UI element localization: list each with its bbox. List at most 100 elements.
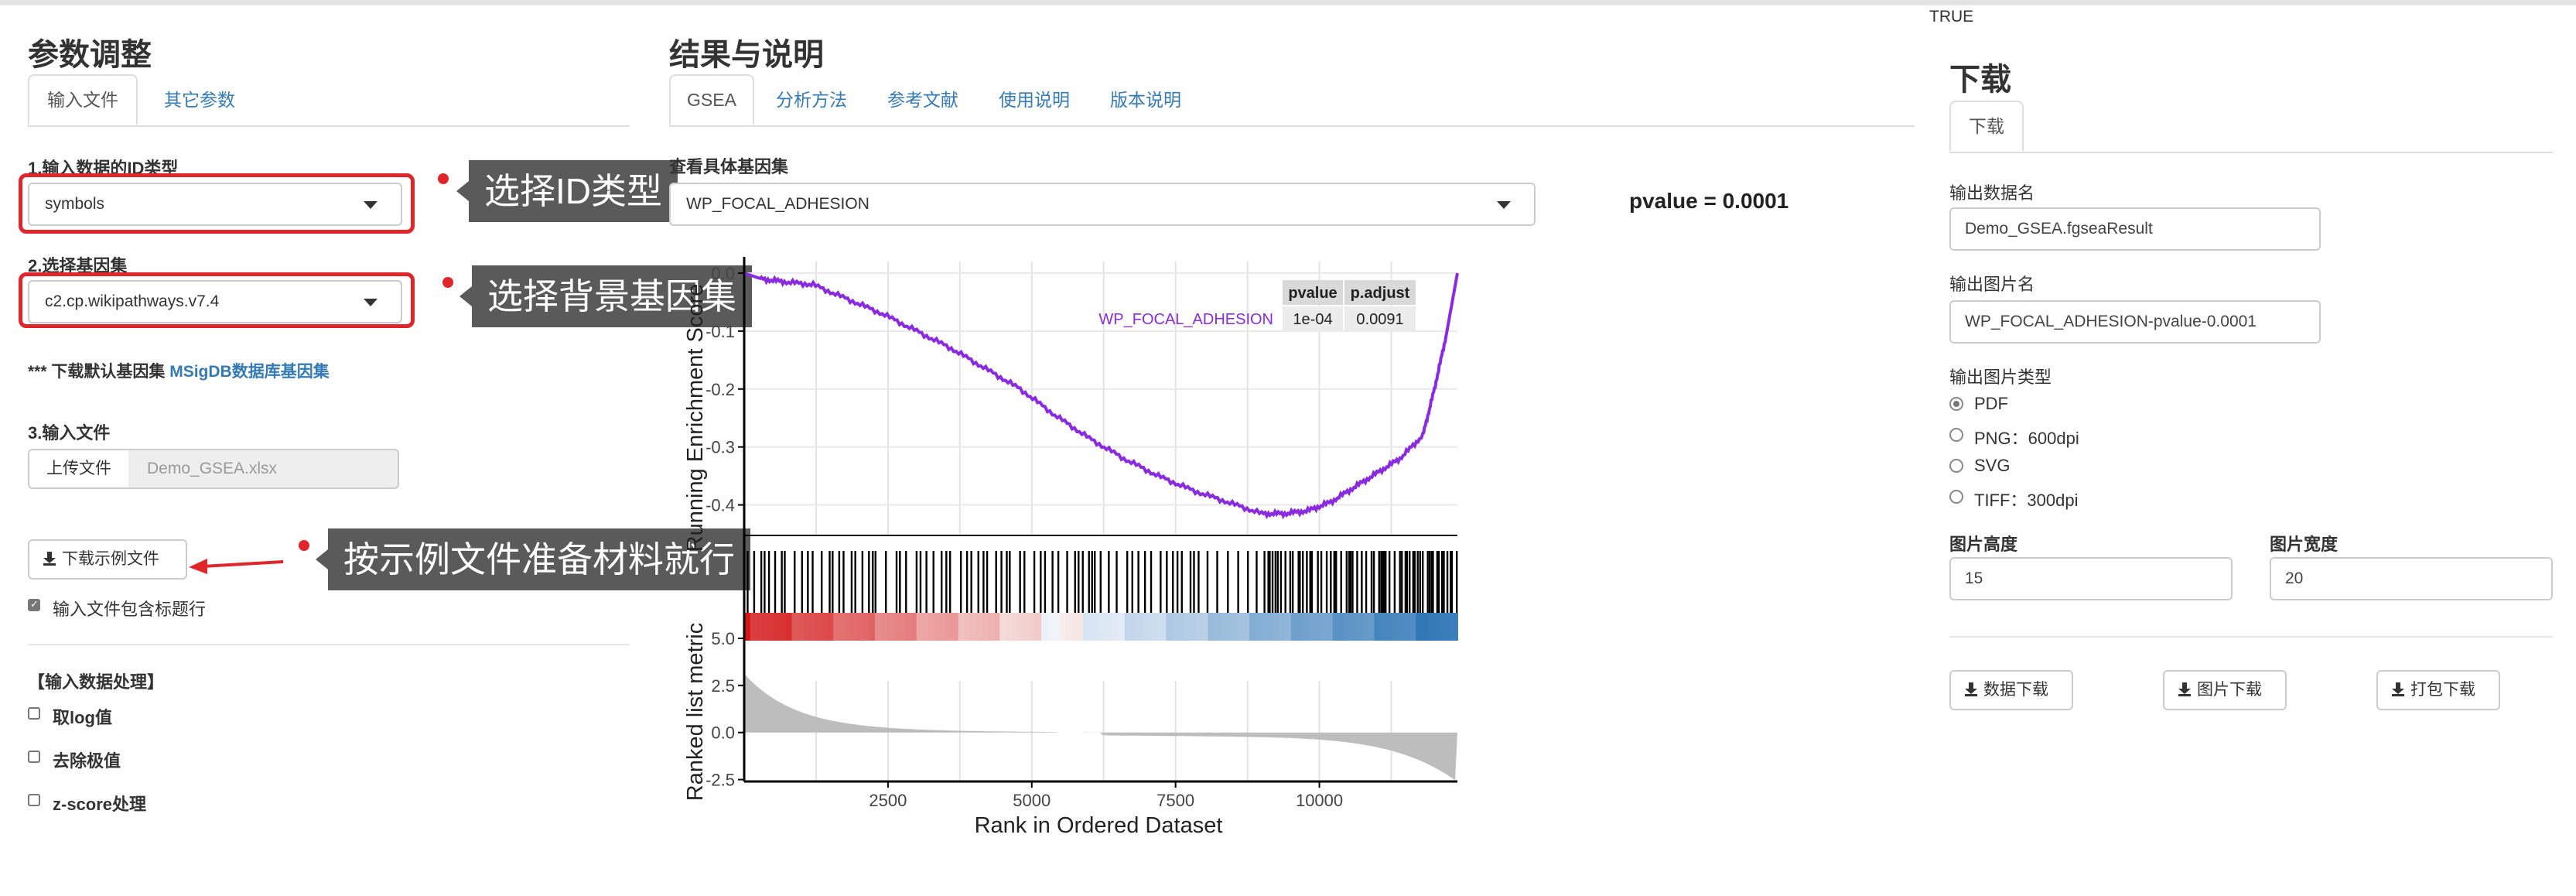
tab-references[interactable]: 参考文献 bbox=[887, 90, 958, 110]
gene-set-label: 2.选择基因集 bbox=[28, 256, 128, 275]
radio-svg[interactable] bbox=[1949, 459, 1963, 473]
tab-usage[interactable]: 使用说明 bbox=[999, 90, 1070, 110]
color-bar-segment bbox=[863, 613, 870, 641]
processing-title: 【输入数据处理】 bbox=[28, 672, 165, 692]
table-header-cell bbox=[1344, 280, 1416, 305]
zscore-checkbox[interactable] bbox=[28, 794, 40, 806]
color-bar-segment bbox=[993, 613, 1001, 641]
image-width-input[interactable]: 20 bbox=[2270, 557, 2553, 600]
annotation-dot bbox=[299, 540, 309, 551]
color-bar-segment bbox=[1279, 613, 1286, 641]
color-bar-segment bbox=[951, 613, 959, 641]
data-name-input[interactable]: Demo_GSEA.fgseaResult bbox=[1949, 207, 2321, 251]
download-example-button[interactable]: 下载示例文件 bbox=[28, 539, 187, 580]
table-cell bbox=[1344, 306, 1416, 331]
color-bar-segment bbox=[1338, 613, 1346, 641]
gene-set-view-value: WP_FOCAL_ADHESION bbox=[686, 195, 869, 213]
msigdb-link[interactable]: MSigDB数据库基因集 bbox=[169, 363, 330, 381]
color-bar-segment bbox=[898, 613, 906, 641]
color-bar-segment bbox=[1035, 613, 1043, 641]
tab-gsea[interactable]: GSEA bbox=[669, 74, 754, 125]
color-bar-segment bbox=[1344, 613, 1351, 641]
color-bar-segment bbox=[762, 613, 769, 641]
color-bar-segment bbox=[1130, 613, 1138, 641]
color-bar-segment bbox=[785, 613, 793, 641]
radio-tiff[interactable] bbox=[1949, 490, 1963, 504]
color-bar-segment bbox=[975, 613, 983, 641]
color-bar-segment bbox=[839, 613, 846, 641]
image-download-button[interactable]: 图片下载 bbox=[2163, 670, 2287, 710]
gene-set-select[interactable]: c2.cp.wikipathways.v7.4 bbox=[28, 280, 402, 323]
image-height-label: 图片高度 bbox=[1949, 535, 2018, 554]
header-row-checkbox[interactable] bbox=[28, 598, 40, 611]
package-download-button[interactable]: 打包下载 bbox=[2376, 670, 2500, 710]
download-icon bbox=[2178, 682, 2191, 696]
color-bar-segment bbox=[1385, 613, 1393, 641]
tab-other-params[interactable]: 其它参数 bbox=[164, 90, 235, 110]
radio-svg-label: SVG bbox=[1974, 456, 2011, 475]
color-bar-segment bbox=[869, 613, 876, 641]
color-bar-segment bbox=[833, 613, 840, 641]
color-bar-segment bbox=[1029, 613, 1037, 641]
tab-input-file[interactable]: 输入文件 bbox=[28, 74, 138, 125]
chevron-down-icon bbox=[364, 299, 378, 306]
color-bar-segment bbox=[1154, 613, 1161, 641]
tab-version[interactable]: 版本说明 bbox=[1110, 90, 1181, 110]
radio-pdf-label: PDF bbox=[1974, 394, 2008, 413]
header-row-checkbox-label: 输入文件包含标题行 bbox=[53, 600, 207, 619]
table-padjust-value: 0.0091 bbox=[1356, 311, 1403, 328]
color-bar-segment bbox=[887, 613, 894, 641]
color-bar-segment bbox=[1261, 613, 1269, 641]
file-upload-group: 上传文件 Demo_GSEA.xlsx bbox=[28, 449, 399, 489]
data-download-button[interactable]: 数据下载 bbox=[1949, 670, 2073, 710]
color-bar-segment bbox=[1303, 613, 1310, 641]
color-bar-segment bbox=[1053, 613, 1061, 641]
image-height-input[interactable]: 15 bbox=[1949, 557, 2233, 600]
download-icon bbox=[43, 552, 56, 566]
color-bar-segment bbox=[1308, 613, 1316, 641]
color-bar-segment bbox=[999, 613, 1007, 641]
log-checkbox-label: 取log值 bbox=[53, 708, 112, 727]
color-bar-segment bbox=[1403, 613, 1411, 641]
uploaded-filename-field[interactable]: Demo_GSEA.xlsx bbox=[128, 449, 399, 489]
section-divider bbox=[1949, 636, 2553, 638]
radio-pdf[interactable] bbox=[1949, 397, 1963, 411]
remove-outliers-checkbox[interactable] bbox=[28, 751, 40, 763]
color-bar-segment bbox=[1106, 613, 1114, 641]
image-name-input[interactable]: WP_FOCAL_ADHESION-pvalue-0.0001 bbox=[1949, 300, 2321, 344]
y2-axis-label: Ranked list metric bbox=[683, 623, 708, 801]
id-type-select[interactable]: symbols bbox=[28, 183, 402, 226]
color-bar-segment bbox=[1213, 613, 1221, 641]
y-tick-label: 0.0 bbox=[711, 264, 735, 283]
gene-set-view-select[interactable]: WP_FOCAL_ADHESION bbox=[669, 183, 1536, 226]
color-bar-segment bbox=[1255, 613, 1262, 641]
color-bar-segment bbox=[821, 613, 828, 641]
color-bar-segment bbox=[1064, 613, 1072, 641]
tab-download[interactable]: 下载 bbox=[1949, 101, 2024, 152]
y-tick-label: -0.1 bbox=[705, 322, 735, 341]
color-bar-segment bbox=[1232, 613, 1238, 641]
color-bar-segment bbox=[1047, 613, 1054, 641]
color-bar-segment bbox=[1267, 613, 1274, 641]
download-icon bbox=[1965, 682, 1977, 696]
color-bar-segment bbox=[1190, 613, 1197, 641]
data-download-label: 数据下载 bbox=[1983, 681, 2048, 699]
color-bar-segment bbox=[856, 613, 864, 641]
color-bar-segment bbox=[964, 613, 971, 641]
annotation-dot bbox=[438, 173, 449, 184]
color-bar-segment bbox=[1124, 613, 1132, 641]
color-bar-segment bbox=[1225, 613, 1233, 641]
color-bar-segment bbox=[982, 613, 989, 641]
radio-png[interactable] bbox=[1949, 428, 1963, 442]
x-tick-label: 10000 bbox=[1296, 791, 1343, 810]
color-bar-segment bbox=[827, 613, 835, 641]
pvalue-text: pvalue = 0.0001 bbox=[1629, 189, 1789, 213]
color-bar-segment bbox=[1427, 613, 1435, 641]
table-header-padjust: p.adjust bbox=[1351, 285, 1410, 302]
color-bar-segment bbox=[1119, 613, 1126, 641]
y-tick-label: -0.2 bbox=[705, 380, 735, 399]
upload-file-button[interactable]: 上传文件 bbox=[28, 449, 130, 489]
log-checkbox[interactable] bbox=[28, 707, 40, 720]
package-download-label: 打包下载 bbox=[2410, 681, 2475, 699]
tab-methods[interactable]: 分析方法 bbox=[776, 90, 847, 110]
